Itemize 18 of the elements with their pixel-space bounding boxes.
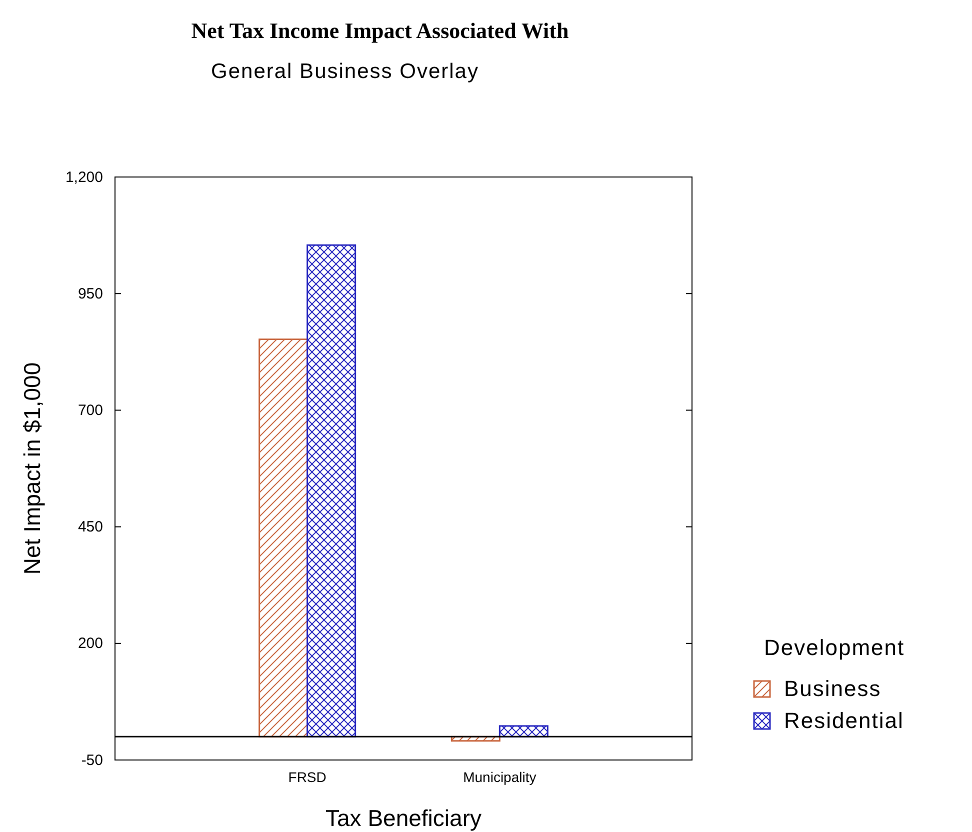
chart-subtitle: General Business Overlay [211,60,479,83]
y-axis-title: Net Impact in $1,000 [19,362,45,575]
chart-title: Net Tax Income Impact Associated With [191,18,569,43]
x-tick-label: Municipality [463,768,536,785]
bar [498,725,548,738]
y-tick-label: 200 [78,635,103,652]
bar [306,244,356,738]
x-axis-title: Tax Beneficiary [326,805,482,831]
y-tick-label: 700 [78,402,103,419]
x-tick-label: FRSD [288,768,326,785]
bar [258,338,308,738]
legend-title: Development [764,635,905,660]
legend-label: Business [784,676,882,701]
y-tick-label: 950 [78,285,103,302]
y-tick-label: 450 [78,518,103,536]
legend-label: Residential [784,708,904,733]
y-tick-label: 1,200 [65,168,103,186]
y-tick-label: -50 [81,752,103,769]
